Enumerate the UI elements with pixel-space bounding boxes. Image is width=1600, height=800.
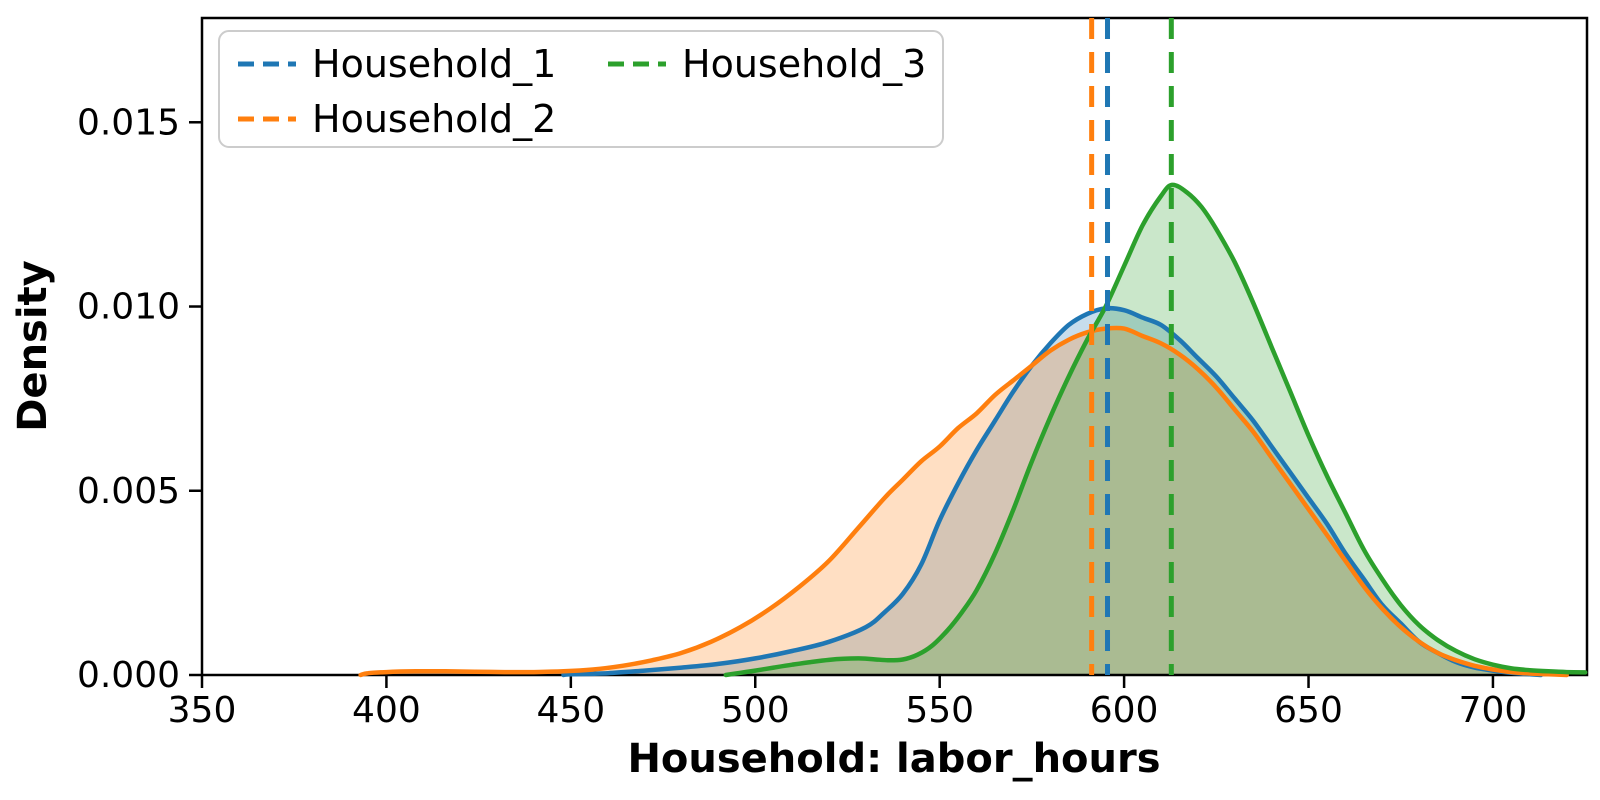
x-tick-label: 500 xyxy=(721,690,790,731)
kde-fill-household_3 xyxy=(725,184,1586,675)
legend-label-household_3: Household_3 xyxy=(682,42,926,86)
axis-labels-layer: Household: labor_hours Density xyxy=(10,260,1161,782)
x-tick-label: 550 xyxy=(905,690,974,731)
x-tick-label: 650 xyxy=(1274,690,1343,731)
legend-label-household_1: Household_1 xyxy=(312,42,556,86)
density-curves-layer xyxy=(358,182,1588,678)
axes-ticks-layer: 350 400 450 500 550 600 650 700 0.000 0.005 0.010 0… xyxy=(77,102,1527,731)
density-fills-layer xyxy=(360,184,1586,675)
kde-curve-household_2 xyxy=(358,325,1569,678)
y-tick-label: 0.000 xyxy=(77,655,180,696)
x-tick-label: 400 xyxy=(352,690,421,731)
kde-curve-household_3 xyxy=(723,182,1588,678)
y-axis-title: Density xyxy=(10,260,56,432)
x-tick-label: 600 xyxy=(1090,690,1159,731)
x-tick-label: 350 xyxy=(168,690,237,731)
legend-label-household_2: Household_2 xyxy=(312,97,556,141)
y-tick-label: 0.005 xyxy=(77,471,180,512)
x-tick-label: 700 xyxy=(1459,690,1528,731)
kde-fill-household_2 xyxy=(360,327,1567,675)
y-tick-label: 0.015 xyxy=(77,102,180,143)
axes-spines-layer xyxy=(200,16,1589,677)
kde-fill-household_1 xyxy=(563,308,1541,675)
legend-frame xyxy=(218,30,944,148)
x-tick-label: 450 xyxy=(536,690,605,731)
legend: Household_1 Household_2 Household_3 xyxy=(218,30,944,148)
mean-lines-layer xyxy=(1089,18,1174,675)
x-axis-title: Household: labor_hours xyxy=(627,736,1160,782)
plot-border xyxy=(200,16,1589,677)
y-tick-label: 0.010 xyxy=(77,287,180,328)
